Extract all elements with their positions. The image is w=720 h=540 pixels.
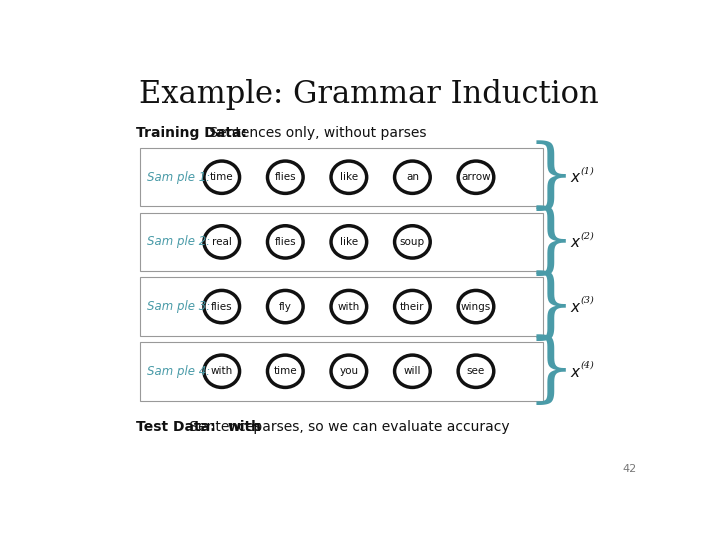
Text: wings: wings bbox=[461, 301, 491, 312]
Text: Test Data:: Test Data: bbox=[137, 420, 216, 434]
Text: Example: Grammar Induction: Example: Grammar Induction bbox=[139, 78, 599, 110]
Text: (1): (1) bbox=[580, 166, 594, 176]
Bar bbox=[140, 278, 544, 336]
Text: time: time bbox=[274, 366, 297, 376]
Ellipse shape bbox=[458, 161, 494, 193]
Text: like: like bbox=[340, 237, 358, 247]
Text: their: their bbox=[400, 301, 425, 312]
Ellipse shape bbox=[267, 291, 303, 323]
Text: Sentences only, without parses: Sentences only, without parses bbox=[204, 126, 426, 139]
Bar bbox=[140, 342, 544, 401]
Ellipse shape bbox=[331, 226, 366, 258]
Bar bbox=[140, 213, 544, 271]
Ellipse shape bbox=[267, 355, 303, 387]
Text: you: you bbox=[339, 366, 359, 376]
Text: $x$: $x$ bbox=[570, 235, 582, 250]
Text: }: } bbox=[526, 334, 575, 408]
Text: time: time bbox=[210, 172, 233, 182]
Text: Sam ple 3:: Sam ple 3: bbox=[147, 300, 210, 313]
Text: $x$: $x$ bbox=[570, 171, 582, 186]
Text: Sam ple 2:: Sam ple 2: bbox=[147, 235, 210, 248]
Text: (4): (4) bbox=[580, 361, 594, 369]
Text: flies: flies bbox=[274, 172, 296, 182]
Ellipse shape bbox=[331, 291, 366, 323]
Text: like: like bbox=[340, 172, 358, 182]
Text: fly: fly bbox=[279, 301, 292, 312]
Text: with: with bbox=[228, 420, 262, 434]
Ellipse shape bbox=[267, 226, 303, 258]
Text: flies: flies bbox=[274, 237, 296, 247]
Text: soup: soup bbox=[400, 237, 425, 247]
Text: Training Data:: Training Data: bbox=[137, 126, 248, 139]
Ellipse shape bbox=[204, 161, 240, 193]
Text: }: } bbox=[526, 140, 575, 214]
Ellipse shape bbox=[267, 161, 303, 193]
Text: parses, so we can evaluate accuracy: parses, so we can evaluate accuracy bbox=[249, 420, 510, 434]
Ellipse shape bbox=[204, 355, 240, 387]
Ellipse shape bbox=[458, 291, 494, 323]
Bar bbox=[140, 148, 544, 206]
Text: (2): (2) bbox=[580, 231, 594, 240]
Ellipse shape bbox=[395, 161, 431, 193]
Ellipse shape bbox=[331, 161, 366, 193]
Ellipse shape bbox=[395, 291, 431, 323]
Text: will: will bbox=[404, 366, 421, 376]
Text: Sam ple 4:: Sam ple 4: bbox=[147, 364, 210, 378]
Text: real: real bbox=[212, 237, 232, 247]
Text: (3): (3) bbox=[580, 296, 594, 305]
Text: with: with bbox=[211, 366, 233, 376]
Text: an: an bbox=[406, 172, 419, 182]
Text: with: with bbox=[338, 301, 360, 312]
Text: arrow: arrow bbox=[461, 172, 491, 182]
Text: $x$: $x$ bbox=[570, 364, 582, 380]
Ellipse shape bbox=[204, 291, 240, 323]
Ellipse shape bbox=[395, 355, 431, 387]
Text: }: } bbox=[526, 205, 575, 279]
Text: 42: 42 bbox=[622, 464, 636, 475]
Ellipse shape bbox=[331, 355, 366, 387]
Ellipse shape bbox=[395, 226, 431, 258]
Text: $x$: $x$ bbox=[570, 300, 582, 315]
Ellipse shape bbox=[204, 226, 240, 258]
Text: see: see bbox=[467, 366, 485, 376]
Text: }: } bbox=[526, 269, 575, 343]
Text: flies: flies bbox=[211, 301, 233, 312]
Text: Sam ple 1:: Sam ple 1: bbox=[147, 171, 210, 184]
Text: Sentences: Sentences bbox=[184, 420, 265, 434]
Ellipse shape bbox=[458, 355, 494, 387]
